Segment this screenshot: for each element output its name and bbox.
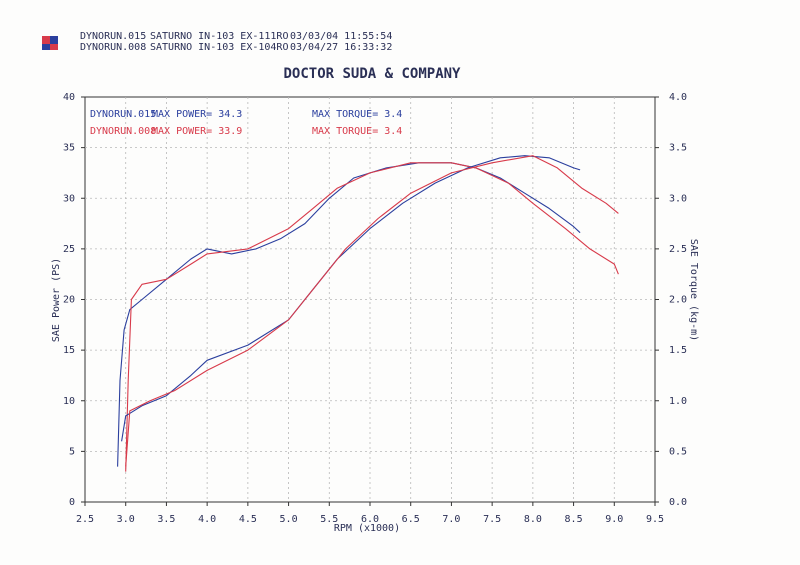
x-tick-label: 9.0 [605, 514, 623, 525]
annotation-run: DYNORUN.015 [90, 109, 156, 120]
x-tick-label: 6.0 [361, 514, 379, 525]
x-tick-label: 7.0 [442, 514, 460, 525]
annotation-power: MAX POWER= 34.3 [152, 109, 242, 120]
series-line [125, 155, 619, 467]
annotation-run: DYNORUN.008 [90, 126, 156, 137]
y-tick-label: 10 [63, 396, 75, 407]
y2-tick-label: 3.5 [669, 143, 687, 154]
run-date: 03/04/27 16:33:32 [290, 42, 392, 53]
y-tick-label: 35 [63, 143, 75, 154]
x-axis-label: RPM (x1000) [334, 523, 400, 534]
y2-tick-label: 2.5 [669, 244, 687, 255]
header-icon [42, 36, 58, 50]
x-tick-label: 5.0 [280, 514, 298, 525]
series-line [125, 162, 619, 472]
run-engine: SATURNO IN-103 EX-111RO [150, 31, 288, 42]
run-file: DYNORUN.008 [80, 42, 146, 53]
chart-title: DOCTOR SUDA & COMPANY [283, 66, 461, 82]
x-tick-label: 7.5 [483, 514, 501, 525]
y2-tick-label: 1.5 [669, 345, 687, 356]
x-tick-label: 9.5 [646, 514, 664, 525]
x-tick-label: 6.5 [402, 514, 420, 525]
y-tick-label: 5 [69, 446, 75, 457]
y-tick-label: 0 [69, 497, 75, 508]
y2-tick-label: 3.0 [669, 193, 687, 204]
y2-tick-label: 0.5 [669, 446, 687, 457]
y-tick-label: 25 [63, 244, 75, 255]
x-tick-label: 2.5 [76, 514, 94, 525]
x-tick-label: 3.0 [117, 514, 135, 525]
y2-tick-label: 4.0 [669, 92, 687, 103]
y-axis-label: SAE Power (PS) [51, 258, 62, 342]
y-tick-label: 40 [63, 92, 75, 103]
annotation-torque: MAX TORQUE= 3.4 [312, 126, 402, 137]
x-tick-label: 5.5 [320, 514, 338, 525]
x-tick-label: 3.5 [157, 514, 175, 525]
annotation-power: MAX POWER= 33.9 [152, 126, 242, 137]
y2-axis-label: SAE Torque (kg-m) [688, 239, 699, 341]
x-tick-label: 8.0 [524, 514, 542, 525]
y-tick-label: 30 [63, 193, 75, 204]
annotation-torque: MAX TORQUE= 3.4 [312, 109, 402, 120]
y2-tick-label: 0.0 [669, 497, 687, 508]
run-engine: SATURNO IN-103 EX-104RO [150, 42, 288, 53]
y2-tick-label: 1.0 [669, 396, 687, 407]
x-tick-label: 4.5 [239, 514, 257, 525]
y-tick-label: 15 [63, 345, 75, 356]
y-tick-label: 20 [63, 295, 75, 306]
run-file: DYNORUN.015 [80, 31, 146, 42]
x-tick-label: 4.0 [198, 514, 216, 525]
y2-tick-label: 2.0 [669, 295, 687, 306]
x-tick-label: 8.5 [565, 514, 583, 525]
run-date: 03/03/04 11:55:54 [290, 31, 392, 42]
